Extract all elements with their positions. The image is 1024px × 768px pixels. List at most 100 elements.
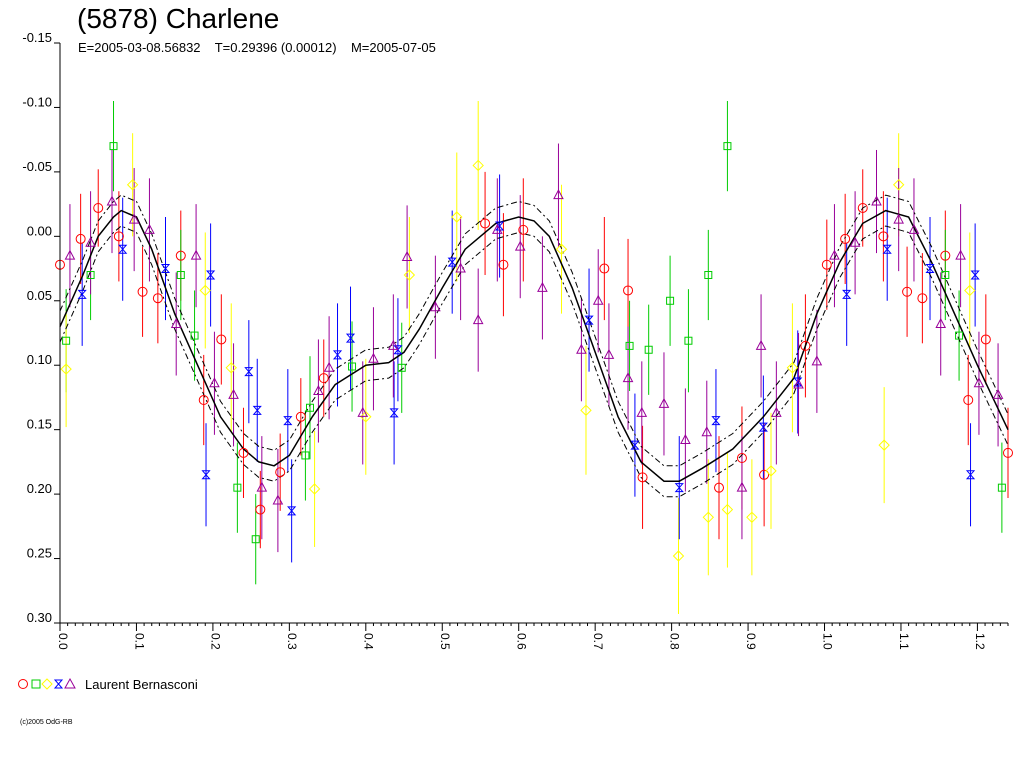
data-point-circle [714, 482, 725, 493]
data-point-diamond [360, 411, 372, 423]
chart-title: (5878) Charlene [77, 3, 280, 34]
data-point-diamond [555, 243, 568, 255]
data-point-hourglass [965, 470, 976, 480]
data-point-circle [113, 231, 124, 242]
data-point-triangle [455, 262, 466, 273]
data-point-triangle [401, 250, 413, 261]
y-tick-label: 0.00 [27, 223, 52, 238]
data-point-circle [480, 218, 491, 229]
data-point-circle [295, 411, 306, 422]
x-tick-label: 0.5 [438, 633, 452, 650]
data-point-circle [216, 334, 227, 345]
data-point-diamond [672, 550, 685, 562]
data-point-hourglass [584, 315, 594, 325]
data-point-hourglass [882, 244, 892, 254]
data-point-square [997, 483, 1006, 492]
data-point-square [941, 271, 950, 279]
data-point-circle [152, 293, 163, 304]
x-tick-label: 0.2 [209, 633, 223, 650]
legend-symbols [18, 677, 76, 690]
x-tick-label: 0.1 [132, 633, 146, 650]
data-point-diamond [878, 439, 890, 451]
data-point-circle [857, 202, 868, 213]
data-point-triangle [537, 281, 548, 292]
data-point-triangle [908, 223, 920, 234]
data-point-triangle [893, 213, 905, 224]
data-point-triangle [85, 236, 96, 247]
data-point-circle [902, 286, 913, 297]
data-point-square [397, 363, 406, 372]
data-point-diamond [786, 362, 799, 374]
data-point-hourglass [287, 506, 297, 516]
data-point-hourglass [447, 257, 457, 267]
data-point-circle [980, 334, 991, 345]
data-point-circle [255, 504, 266, 515]
data-point-square [190, 331, 199, 340]
data-point-circle [238, 447, 249, 458]
data-point-triangle [636, 406, 648, 417]
y-tick-label: 0.20 [27, 481, 52, 496]
data-point-hourglass [252, 405, 262, 415]
x-tick-label: 0.6 [515, 633, 529, 650]
data-point-circle [940, 250, 951, 261]
data-point-circle [175, 250, 186, 261]
data-point-square [684, 336, 693, 345]
legend-diamond-marker [41, 678, 53, 690]
fit-curve-line [59, 209, 1009, 482]
data-point-circle [637, 472, 648, 483]
y-tick-label: 0.30 [27, 610, 52, 625]
data-point-square [625, 341, 634, 350]
data-point-diamond [225, 362, 237, 374]
data-point-diamond [126, 179, 139, 191]
data-point-circle [963, 395, 974, 406]
x-tick-label: 1.1 [897, 633, 911, 650]
data-point-triangle [935, 317, 947, 328]
data-point-circle [275, 467, 286, 478]
legend-square-marker [31, 679, 41, 689]
chart-subtitle: E=2005-03-08.56832 T=0.29396 (0.00012) M… [78, 40, 436, 55]
data-point-hourglass [332, 350, 343, 360]
data-point-diamond [702, 511, 715, 524]
data-point-diamond [721, 503, 734, 516]
axes: -0.15 -0.10 -0.05 0.00 0.05 0.10 0.15 0.20 0.25 0… [22, 30, 1009, 650]
y-tick-label: 0.25 [27, 546, 52, 561]
y-tick-label: 0.15 [27, 417, 52, 432]
data-point-triangle [514, 240, 526, 251]
data-point-triangle [313, 384, 324, 395]
data-point-triangle [701, 426, 713, 437]
data-point-hourglass [793, 377, 803, 387]
data-point-square [233, 483, 242, 492]
data-point-hourglass [77, 289, 87, 299]
data-point-triangle [755, 339, 767, 350]
y-tick-label: -0.10 [22, 94, 52, 109]
data-point-triangle [680, 433, 691, 444]
data-point-circle [821, 259, 832, 270]
data-point-triangle [272, 494, 284, 505]
data-point-triangle [592, 294, 604, 305]
data-point-triangle [736, 481, 748, 492]
data-point-hourglass [630, 440, 640, 450]
data-point-circle [840, 233, 851, 244]
data-point-circle [736, 453, 747, 464]
data-point-square [348, 362, 357, 371]
data-point-hourglass [283, 416, 293, 426]
data-point-triangle [64, 249, 76, 260]
data-point-triangle [430, 301, 441, 312]
legend-hourglass-marker [53, 679, 64, 689]
data-point-triangle [144, 223, 155, 234]
data-point-triangle [368, 352, 379, 363]
data-point-diamond [308, 483, 321, 495]
data-point-square [251, 535, 260, 544]
data-point-hourglass [201, 470, 211, 480]
y-tick-label: -0.05 [22, 159, 52, 174]
x-tick-label: 0.7 [591, 633, 605, 650]
x-tick-label: 0.9 [744, 633, 758, 650]
data-point-triangle [553, 189, 564, 200]
data-point-triangle [992, 388, 1004, 399]
data-point-square [955, 331, 964, 340]
data-point-circle [137, 286, 148, 297]
data-point-triangle [973, 377, 985, 388]
data-point-diamond [765, 465, 777, 477]
data-point-diamond [580, 404, 592, 417]
